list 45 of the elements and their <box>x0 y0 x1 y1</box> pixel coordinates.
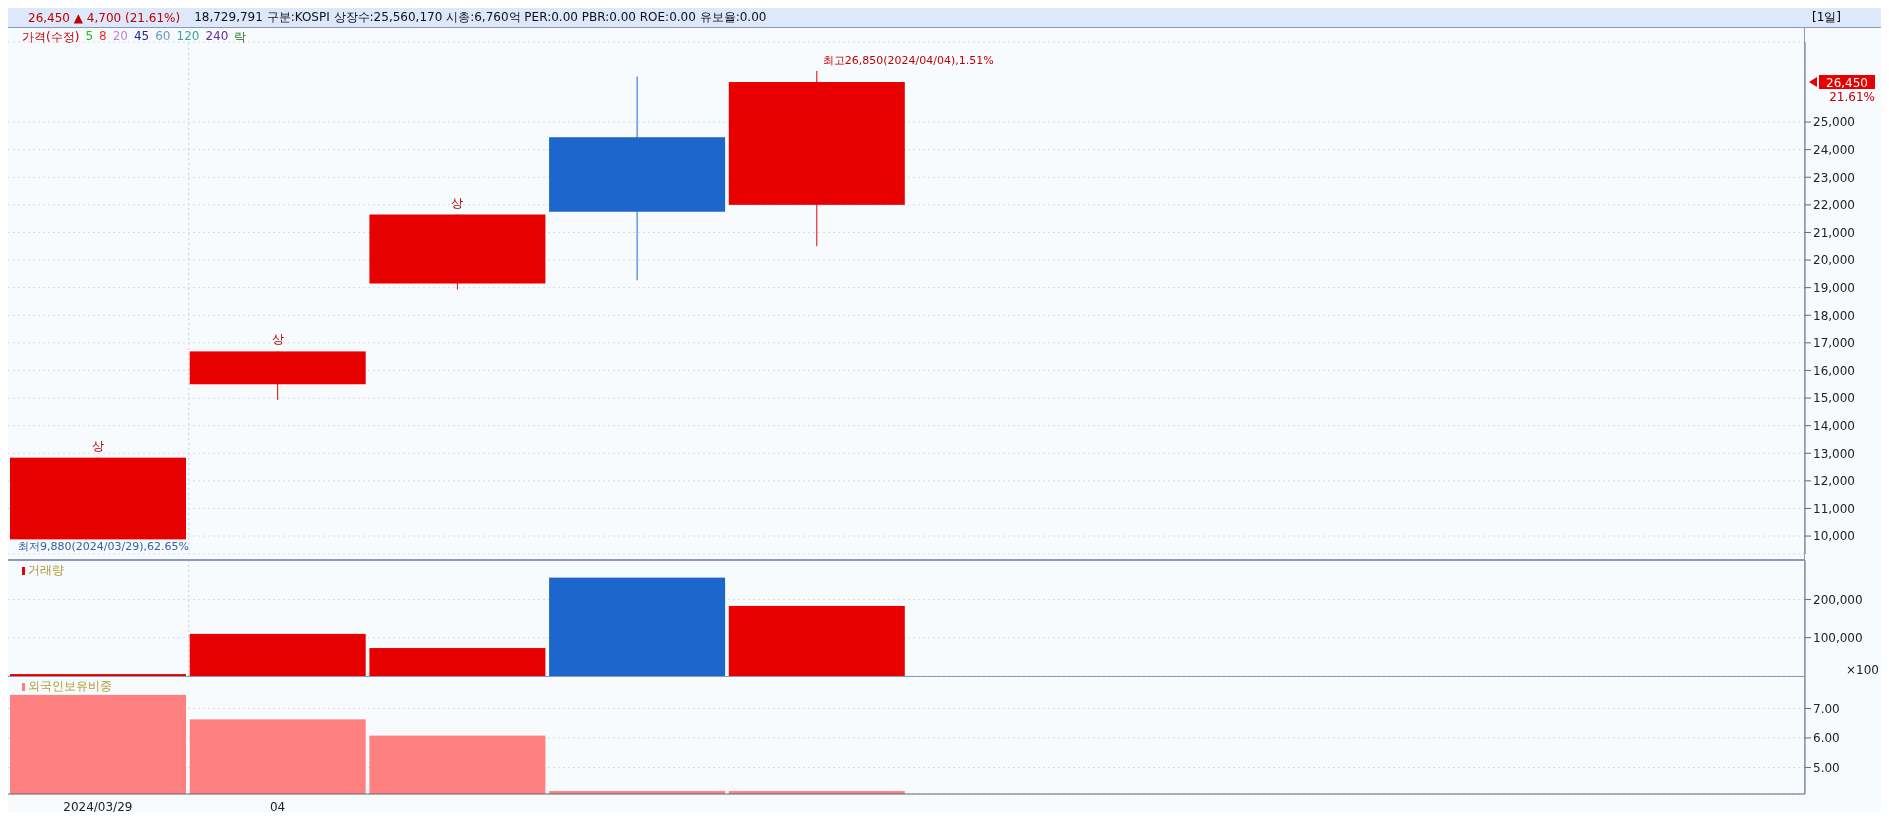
text: 상 <box>451 195 464 210</box>
text: 상 <box>92 438 104 453</box>
y-tick-label: 7.00 <box>1813 701 1840 716</box>
y-tick-label: 22,000 <box>1813 198 1855 213</box>
y-tick-label: 13,000 <box>1813 446 1855 461</box>
y-axis-title: ×100 <box>1846 663 1879 677</box>
chart-subtitle: 18,729,791 구분:KOSPI 상장수:25,560,170 시총:6,760억 PER:0.00 PBR:0.00 ROE:0.00 유보율:0.00 <box>194 9 767 26</box>
annotation: 45 <box>133 29 150 45</box>
annotation: 120 <box>176 29 200 45</box>
x-tick-label: 04 <box>269 799 286 814</box>
y-tick-label: 11,000 <box>1813 501 1855 516</box>
annotation: 60 <box>155 29 171 45</box>
y-tick-label: 19,000 <box>1813 280 1855 295</box>
y-tick-label: 23,000 <box>1813 170 1855 185</box>
text: 26,450 <box>1826 75 1868 90</box>
annotation: 8 <box>99 29 107 45</box>
annotation: 20 <box>112 29 128 45</box>
chart-title: 26,450 ▲ 4,700 (21.61%) <box>28 10 181 25</box>
y-tick-label: 14,000 <box>1813 418 1855 433</box>
annotation: 5 <box>85 29 94 45</box>
annotation: 가격(수정) <box>22 29 80 46</box>
y-tick-label: 12,000 <box>1813 474 1855 489</box>
y-tick-label: 5.00 <box>1813 760 1840 775</box>
y-tick-label: 24,000 <box>1813 142 1855 157</box>
text: 상 <box>271 332 284 347</box>
y-tick-label: 18,000 <box>1813 308 1855 323</box>
annotation: 240 <box>205 29 229 45</box>
chart-title: 거래량 <box>27 562 64 579</box>
x-tick-label: 2024/03/29 <box>63 799 133 814</box>
y-tick-label: 17,000 <box>1813 336 1855 351</box>
y-tick-label: 20,000 <box>1813 253 1855 268</box>
annotation: 최저9,880(2024/03/29),62.65% <box>18 540 189 554</box>
chart-title: 외국인보유비중 <box>27 678 112 695</box>
y-tick-label: 15,000 <box>1813 391 1855 406</box>
y-tick-label: 200,000 <box>1813 592 1863 607</box>
y-tick-label: 100,000 <box>1813 630 1863 645</box>
y-tick-label: 25,000 <box>1813 115 1855 130</box>
annotation: 최고26,850(2024/04/04),1.51% <box>822 53 994 67</box>
y-tick-label: 6.00 <box>1813 731 1840 746</box>
text: [1일] <box>1812 9 1841 26</box>
text: 21.61% <box>1829 89 1875 104</box>
y-tick-label: 10,000 <box>1813 529 1855 544</box>
y-tick-label: 21,000 <box>1813 225 1855 240</box>
y-tick-label: 16,000 <box>1813 363 1855 378</box>
annotation: 락 <box>234 29 247 46</box>
